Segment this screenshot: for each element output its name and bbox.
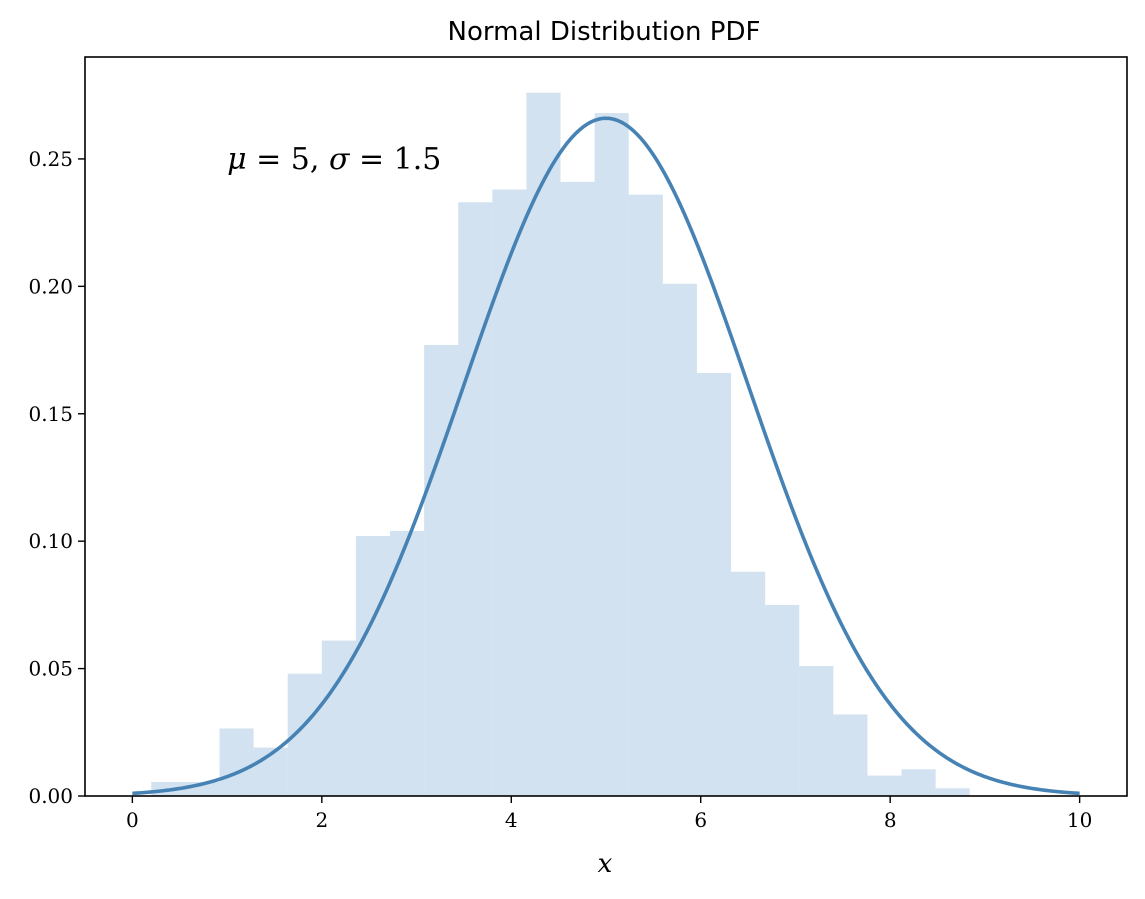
y-tick-label: 0.00: [28, 784, 73, 808]
y-tick-label: 0.25: [28, 147, 73, 171]
histogram-bars: [151, 92, 970, 797]
histogram-bar: [833, 714, 868, 796]
histogram-bar: [560, 181, 595, 796]
histogram-bar: [492, 189, 527, 796]
histogram-bar: [219, 728, 254, 796]
y-tick-label: 0.05: [28, 657, 73, 681]
histogram-bar: [867, 775, 902, 796]
x-axis-ticks: 0 2 4 6 8 10: [126, 796, 1092, 832]
histogram-bar: [390, 530, 425, 796]
histogram-bar: [526, 92, 561, 797]
mu-symbol: μ: [227, 142, 247, 177]
sigma-value: = 1.5: [349, 142, 441, 177]
chart-title: Normal Distribution PDF: [448, 17, 761, 47]
x-tick-label: 10: [1067, 808, 1092, 832]
histogram-bar: [594, 113, 629, 796]
histogram-bar: [765, 604, 800, 796]
histogram-bar: [355, 536, 391, 796]
histogram-bar: [628, 194, 663, 796]
y-axis-ticks: 0.00 0.05 0.10 0.15 0.20 0.25: [28, 147, 85, 808]
y-tick-label: 0.20: [28, 274, 73, 298]
sigma-symbol: σ: [329, 142, 351, 177]
mu-value: = 5,: [247, 142, 329, 177]
histogram-bar: [458, 202, 493, 797]
x-tick-label: 2: [315, 808, 328, 832]
pdf-curve-group: [132, 116, 1080, 796]
y-tick-label: 0.15: [28, 402, 73, 426]
histogram-bar: [935, 788, 970, 796]
x-tick-label: 0: [126, 808, 139, 832]
plot-frame: [84, 56, 1128, 797]
x-axis-label: x: [598, 849, 613, 879]
x-tick-label: 4: [505, 808, 518, 832]
y-tick-label: 0.10: [28, 529, 73, 553]
x-tick-label: 6: [694, 808, 707, 832]
parameter-annotation: μ = 5, σ = 1.5: [227, 142, 441, 177]
histogram-bar: [321, 640, 356, 796]
x-tick-label: 8: [884, 808, 897, 832]
histogram-bar: [901, 769, 936, 796]
histogram-bar: [662, 283, 697, 797]
histogram-bar: [731, 571, 766, 796]
pdf-curve: [132, 116, 1080, 796]
histogram-bar: [696, 372, 732, 796]
histogram-bar: [799, 666, 834, 796]
